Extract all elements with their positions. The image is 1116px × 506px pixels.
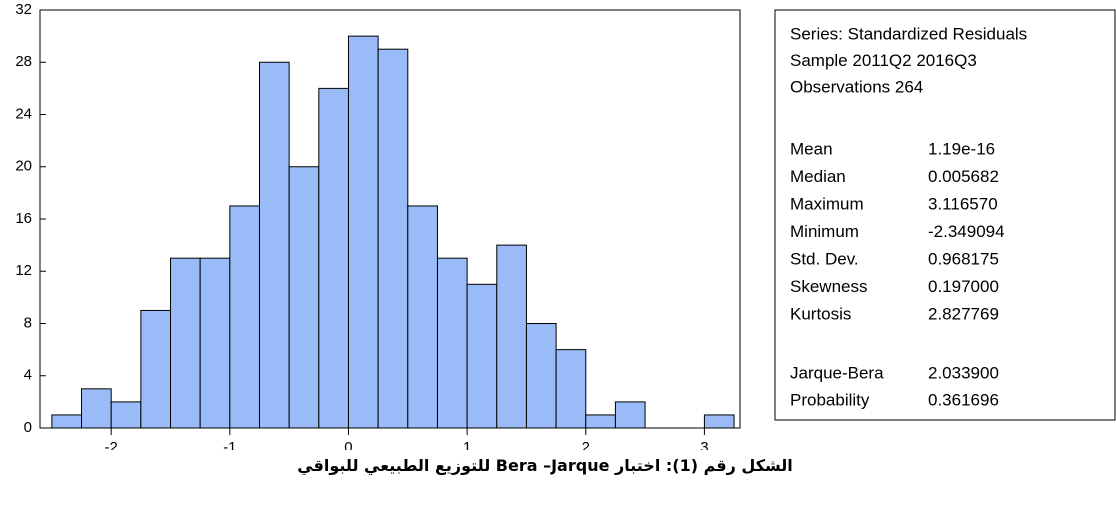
x-tick-label: 1	[463, 439, 471, 450]
stat-value: 0.361696	[928, 390, 999, 409]
stat-value: 3.116570	[928, 194, 998, 213]
y-tick-label: 0	[24, 419, 32, 436]
bar	[110, 401, 142, 429]
stat-value: -2.349094	[928, 222, 1005, 241]
x-tick-label: 2	[582, 439, 590, 450]
y-tick-label: 24	[15, 105, 32, 122]
bar	[318, 87, 349, 429]
stat-label: Std. Dev.	[790, 249, 859, 268]
x-tick-label: 3	[700, 439, 708, 450]
stat-label: Probability	[790, 390, 870, 409]
bar	[229, 205, 260, 429]
stats-header: Series: Standardized Residuals	[790, 24, 1027, 43]
bar	[140, 309, 172, 429]
stat-label: Jarque-Bera	[790, 363, 884, 382]
bar	[525, 323, 557, 429]
bar	[258, 61, 290, 429]
stats-header: Sample 2011Q2 2016Q3	[790, 51, 977, 70]
stat-value: 1.19e-16	[928, 139, 995, 158]
x-tick-label: -2	[105, 439, 118, 450]
stat-label: Skewness	[790, 277, 867, 296]
y-tick-label: 20	[15, 158, 32, 175]
stat-value: 2.827769	[928, 304, 999, 323]
bar	[170, 257, 201, 429]
stat-label: Mean	[790, 139, 833, 158]
bar	[466, 283, 498, 429]
bar	[51, 414, 83, 429]
bar	[81, 388, 112, 429]
bar	[199, 257, 231, 429]
y-tick-label: 8	[24, 314, 32, 331]
bar	[703, 414, 735, 429]
y-tick-label: 28	[15, 53, 32, 70]
stat-value: 0.197000	[928, 277, 999, 296]
y-tick-label: 32	[15, 1, 32, 18]
y-tick-label: 12	[15, 262, 32, 279]
stat-label: Minimum	[790, 222, 859, 241]
y-tick-label: 4	[24, 367, 32, 384]
y-tick-label: 16	[15, 210, 32, 227]
stat-value: 0.968175	[928, 249, 999, 268]
bar	[614, 401, 646, 429]
bar	[436, 257, 468, 429]
bar	[377, 48, 409, 429]
caption: الشكل رقم (1): اختبار Bera –Jarque للتوز…	[297, 456, 793, 475]
bar	[288, 166, 320, 429]
bar	[496, 244, 527, 429]
bar	[347, 35, 379, 429]
stat-label: Maximum	[790, 194, 864, 213]
stat-label: Kurtosis	[790, 304, 851, 323]
stat-value: 2.033900	[928, 363, 999, 382]
x-tick-label: -1	[223, 439, 236, 450]
bar	[407, 205, 438, 429]
bar	[555, 349, 587, 429]
x-tick-label: 0	[344, 439, 352, 450]
stats-header: Observations 264	[790, 77, 923, 96]
stats-box	[774, 9, 1116, 421]
stat-value: 0.005682	[928, 167, 999, 186]
bar	[585, 414, 616, 429]
stat-label: Median	[790, 167, 846, 186]
